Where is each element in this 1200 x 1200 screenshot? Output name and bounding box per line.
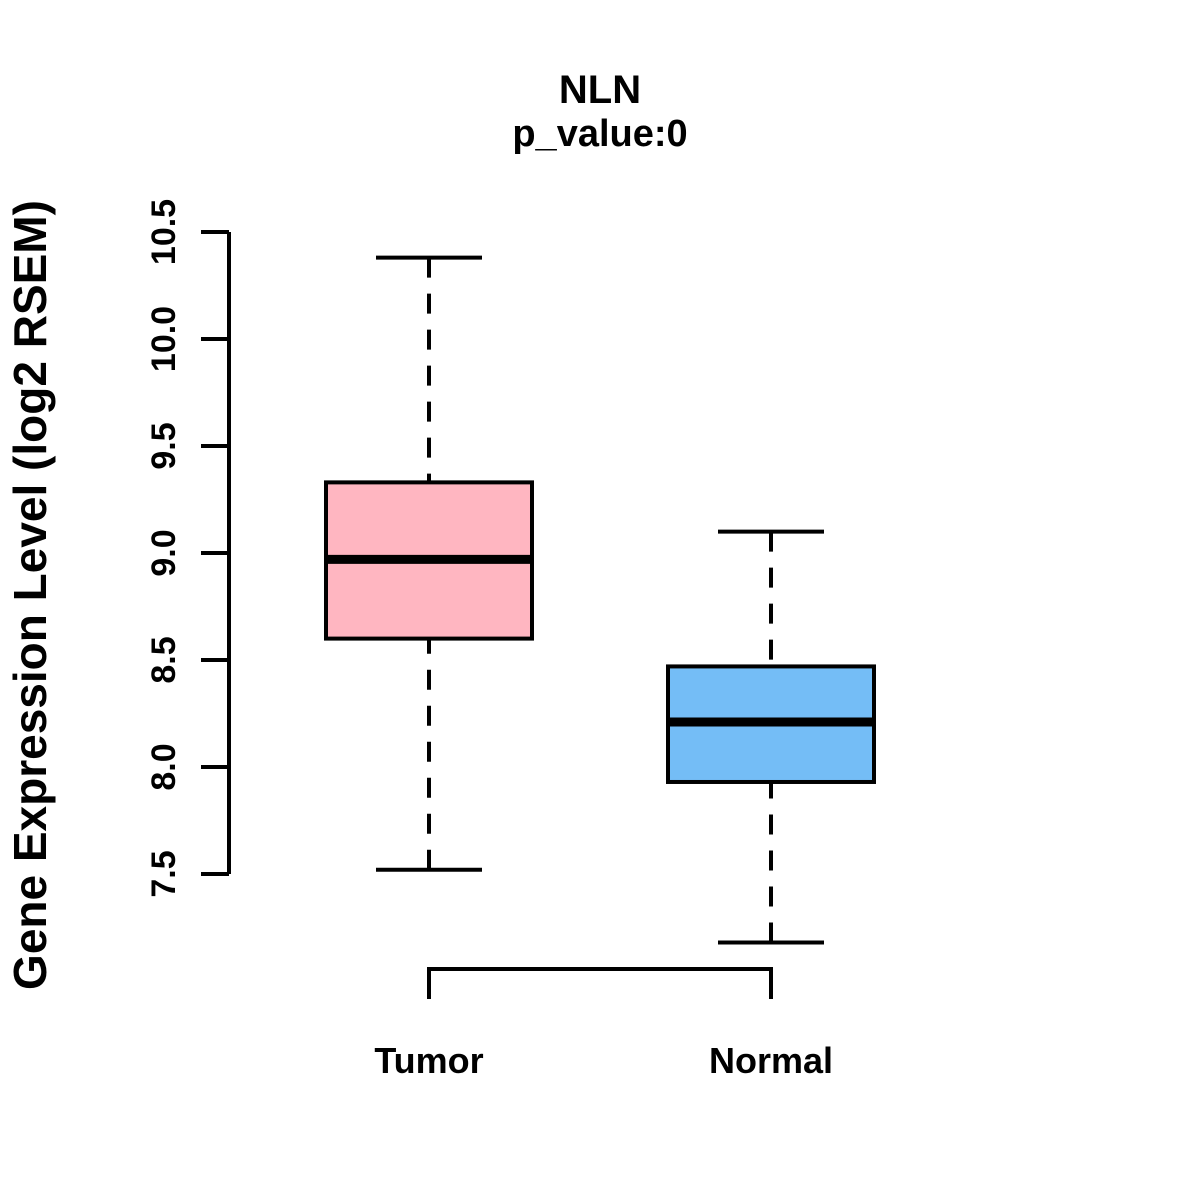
y-tick-label: 10.5: [145, 199, 183, 265]
category-label-normal: Normal: [708, 1040, 834, 1081]
y-tick-label: 8.5: [145, 636, 183, 683]
y-tick-label: 9.5: [145, 422, 183, 469]
y-tick-label: 10.0: [145, 306, 183, 372]
y-tick-label: 9.0: [145, 529, 183, 576]
chart-title: NLN: [558, 68, 642, 112]
chart-subtitle: p_value:0: [512, 113, 688, 155]
y-tick-label: 7.5: [145, 850, 183, 897]
y-tick-label: 8.0: [145, 743, 183, 790]
x-axis-bracket: [427, 967, 773, 999]
category-label-tumor: Tumor: [374, 1040, 484, 1081]
